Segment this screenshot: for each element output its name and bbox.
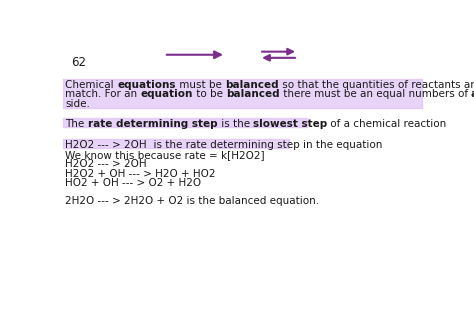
Text: 2H2O --- > 2H2O + O2 is the balanced equation.: 2H2O --- > 2H2O + O2 is the balanced equ… — [65, 197, 319, 206]
Text: atoms on each: atoms on each — [472, 89, 474, 100]
Text: 62: 62 — [71, 55, 86, 68]
Text: is the rate determining step in the equation: is the rate determining step in the equa… — [147, 140, 383, 150]
Text: We know this because rate = k[H2O2]: We know this because rate = k[H2O2] — [65, 150, 265, 160]
Bar — [63, 118, 307, 127]
Text: side.: side. — [65, 99, 91, 109]
Text: there must be an equal numbers of: there must be an equal numbers of — [280, 89, 472, 100]
Text: to be: to be — [193, 89, 227, 100]
Text: equations: equations — [118, 80, 176, 90]
Bar — [63, 139, 290, 148]
Text: slowest step: slowest step — [253, 119, 327, 129]
Text: of a chemical reaction: of a chemical reaction — [327, 119, 447, 129]
Text: rate determining step: rate determining step — [88, 119, 218, 129]
Text: balanced: balanced — [225, 80, 279, 90]
Text: H2O2 + OH --- > H2O + HO2: H2O2 + OH --- > H2O + HO2 — [65, 169, 216, 179]
Text: match. For an: match. For an — [65, 89, 141, 100]
Text: H2O2 --- > 2OH: H2O2 --- > 2OH — [65, 140, 147, 150]
Text: equation: equation — [141, 89, 193, 100]
Text: The: The — [65, 119, 88, 129]
Text: is the: is the — [218, 119, 253, 129]
Text: balanced: balanced — [227, 89, 280, 100]
Text: HO2 + OH --- > O2 + H2O: HO2 + OH --- > O2 + H2O — [65, 178, 201, 188]
Text: must be: must be — [176, 80, 225, 90]
Text: Chemical: Chemical — [65, 80, 118, 90]
Text: H2O2 --- > 2OH: H2O2 --- > 2OH — [65, 159, 147, 169]
Bar — [63, 79, 422, 108]
Text: so that the quantities of reactants and products: so that the quantities of reactants and … — [279, 80, 474, 90]
